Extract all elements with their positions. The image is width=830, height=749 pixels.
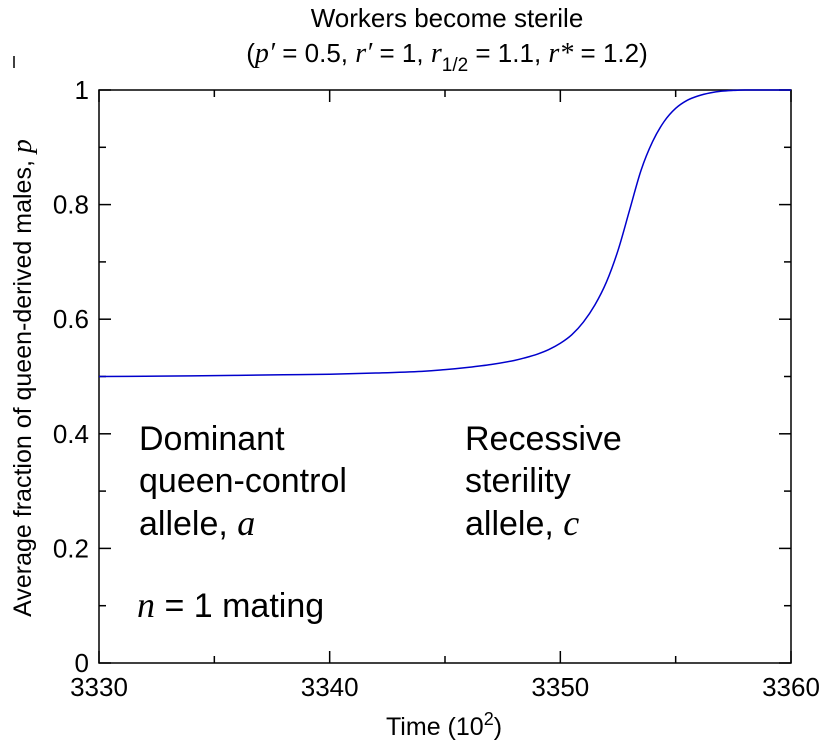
x-tick-label: 3330: [70, 672, 128, 702]
annotation-recessive-line2: sterility: [465, 462, 571, 500]
annotation-recessive-line1: Recessive: [465, 420, 622, 458]
y-tick-label: 0.4: [53, 419, 89, 449]
x-axis-label: Time (102): [386, 709, 502, 741]
y-tick-label: 1: [75, 75, 89, 105]
axis-ticks: [98, 89, 792, 664]
annotation-recessive: Recessive sterility allele, c: [465, 420, 622, 543]
x-tick-label: 3340: [301, 672, 359, 702]
annotation-dominant: Dominant queen-control allele, a: [139, 420, 347, 543]
series-line: [98, 89, 791, 378]
annotation-dominant-line2: queen-control: [139, 462, 347, 500]
chart-title: Workers become sterile: [311, 3, 584, 33]
mating-note: n = 1 mating: [137, 585, 324, 625]
y-tick-label: 0: [75, 648, 89, 678]
y-tick-label: 0.8: [53, 190, 89, 220]
y-tick-label: 0.2: [53, 533, 89, 563]
annotation-dominant-line1: Dominant: [139, 420, 285, 458]
y-axis-label: Average fraction of queen-derived males,…: [7, 139, 38, 617]
x-tick-label: 3360: [762, 672, 820, 702]
chart-subtitle: (p′ = 0.5, r′ = 1, r1/2 = 1.1, r* = 1.2): [246, 38, 648, 76]
tick-labels: 3330 3340 3350 3360 0 0.2 0.4 0.6 0.8 1: [53, 75, 820, 702]
y-tick-label: 0.6: [53, 304, 89, 334]
x-tick-label: 3350: [531, 672, 589, 702]
annotation-recessive-line3: allele, c: [465, 503, 579, 543]
annotation-dominant-line3: allele, a: [139, 503, 255, 543]
